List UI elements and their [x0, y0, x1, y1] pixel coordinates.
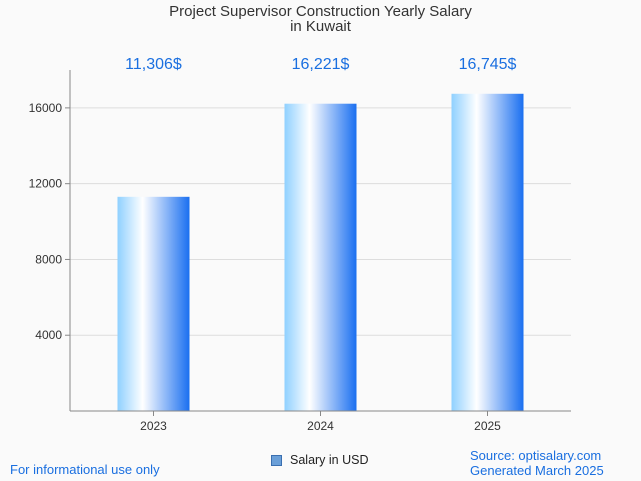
- source-note: Source: optisalary.com: [470, 448, 602, 463]
- generated-note: Generated March 2025: [470, 463, 604, 478]
- y-tick-label: 16000: [29, 101, 63, 115]
- x-tick-label: 2025: [474, 419, 501, 433]
- value-label-2025: 16,745$: [459, 56, 517, 73]
- chart-title-line-2: in Kuwait: [290, 18, 351, 35]
- value-label-2023: 11,306$: [125, 56, 182, 73]
- legend-swatch: [271, 454, 282, 466]
- x-tick-label: 2023: [140, 419, 167, 433]
- y-tick-label: 4000: [35, 328, 62, 342]
- legend-label: Salary in USD: [290, 453, 369, 467]
- disclaimer-note: For informational use only: [10, 462, 160, 477]
- y-tick-label: 8000: [35, 252, 62, 266]
- bar-2025: [451, 93, 524, 412]
- bar-2024: [284, 103, 357, 412]
- y-tick-label: 12000: [29, 177, 63, 191]
- bar-2023: [117, 196, 190, 411]
- legend: Salary in USD: [271, 453, 369, 467]
- chart-title-line-1: Project Supervisor Construction Yearly S…: [169, 3, 472, 20]
- value-label-2024: 16,221$: [292, 56, 350, 73]
- x-tick-label: 2024: [307, 419, 334, 433]
